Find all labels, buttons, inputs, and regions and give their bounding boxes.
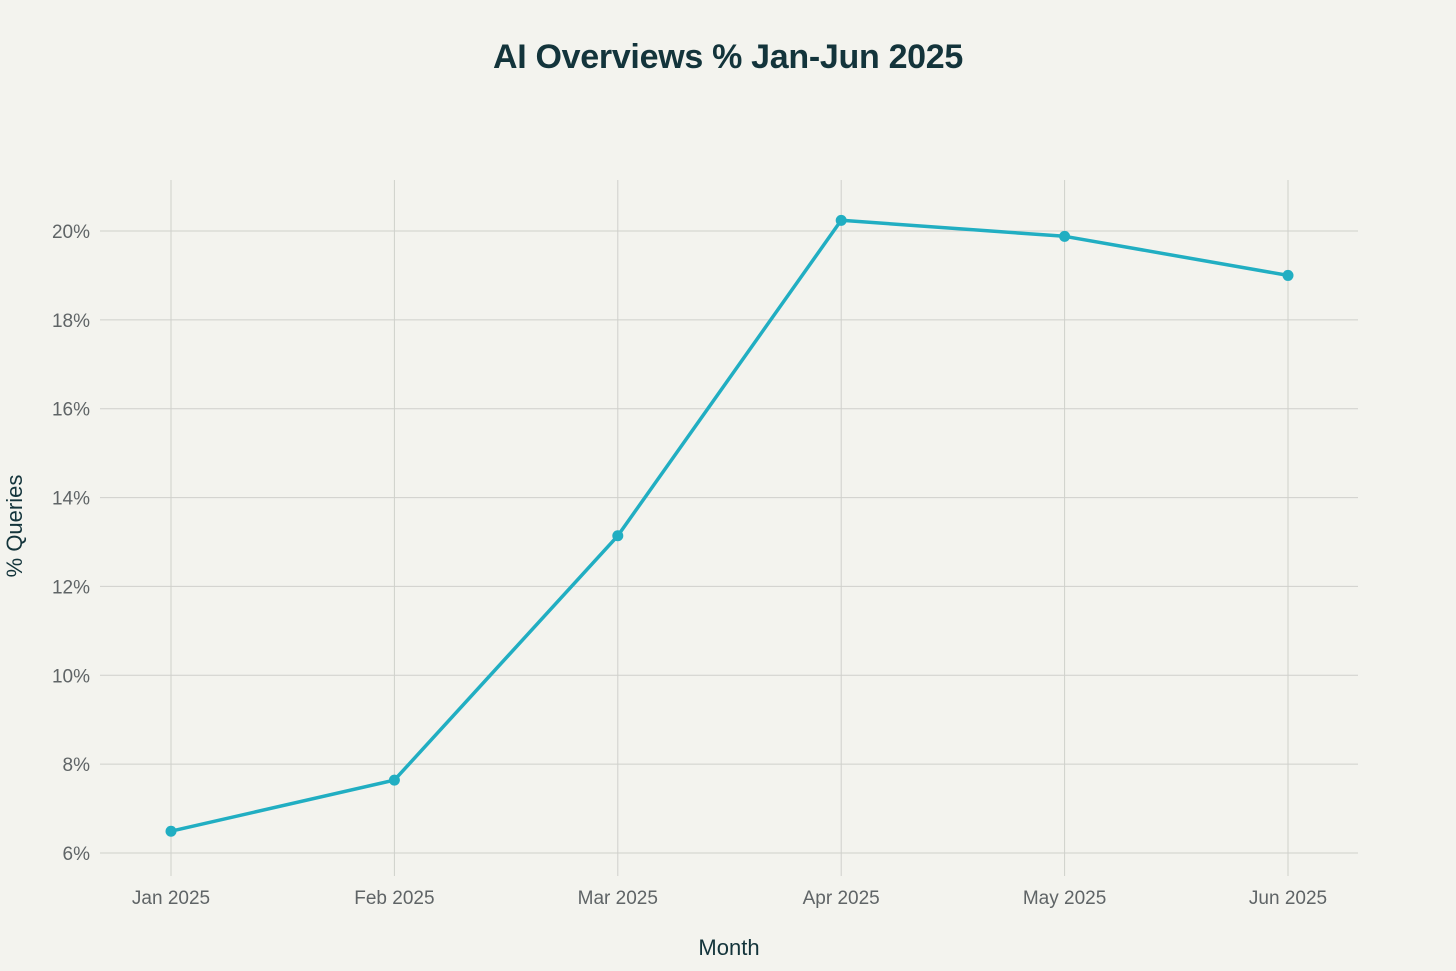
grid: [100, 180, 1358, 876]
x-axis-title: Month: [698, 935, 759, 960]
data-point: [1282, 269, 1294, 281]
y-tick-label: 14%: [52, 489, 90, 510]
y-tick-label: 10%: [52, 666, 90, 687]
data-point: [165, 825, 177, 837]
x-tick-label: Jan 2025: [132, 888, 210, 909]
data-point: [388, 774, 400, 786]
tick-labels: 6% 8% 10% 12% 14% 16% 18% 20% Jan 2025 Feb 2025 Ma…: [52, 222, 1327, 909]
data-point: [835, 214, 847, 226]
data-point: [1059, 230, 1071, 242]
y-tick-label: 12%: [52, 577, 90, 598]
x-tick-label: May 2025: [1023, 888, 1106, 909]
series-line: [169, 218, 1290, 833]
y-tick-label: 20%: [52, 222, 90, 243]
y-axis-title: % Queries: [2, 475, 27, 578]
x-tick-label: Apr 2025: [803, 888, 880, 909]
x-tick-label: Feb 2025: [354, 888, 434, 909]
x-tick-label: Jun 2025: [1249, 888, 1327, 909]
chart-title: AI Overviews % Jan-Jun 2025: [492, 38, 964, 76]
y-tick-label: 8%: [63, 755, 91, 776]
y-tick-label: 16%: [52, 400, 90, 421]
series: [165, 214, 1294, 837]
y-tick-label: 6%: [63, 844, 91, 865]
y-tick-label: 18%: [52, 311, 90, 332]
x-tick-label: Mar 2025: [578, 888, 658, 909]
data-point: [612, 530, 624, 542]
